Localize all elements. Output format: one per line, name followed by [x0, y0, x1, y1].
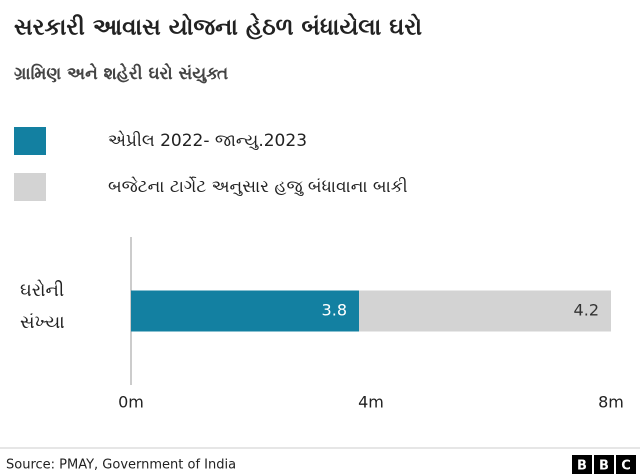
logo-block	[616, 455, 636, 474]
legend-label: બજેટના ટાર્ગેટ અનુસાર હજુ બંધાવાના બાકી	[108, 176, 408, 197]
logo-letter: C	[621, 459, 631, 474]
logo-letter: B	[599, 459, 609, 474]
bar-segment	[359, 290, 611, 332]
legend-swatch	[14, 173, 46, 201]
bar-segment	[131, 290, 359, 332]
logo-block	[594, 455, 614, 474]
x-tick-label: 8m	[598, 393, 624, 412]
data-label: 3.8	[322, 301, 347, 320]
category-label-box: ઘરોની સંખ્યા	[20, 280, 65, 333]
legend-label: એપ્રીલ 2022- જાન્યુ.2023	[108, 130, 307, 151]
x-tick-label: 0m	[118, 393, 144, 412]
y-tick-label: ઘરોની સંખ્યા	[20, 280, 65, 333]
x-tick-label: 4m	[358, 393, 384, 412]
logo-block	[572, 455, 592, 474]
chart-subtitle: ગ્રામિણ અને શહેરી ઘરો સંયુક્ત	[14, 62, 228, 84]
logo-letter: B	[577, 459, 587, 474]
legend-swatch	[14, 127, 46, 155]
chart-title: સરકારી આવાસ યોજના હેઠળ બંધાયેલા ઘરો	[14, 12, 422, 40]
data-label: 4.2	[574, 301, 599, 320]
source: Source: PMAY, Government of India	[6, 458, 236, 473]
